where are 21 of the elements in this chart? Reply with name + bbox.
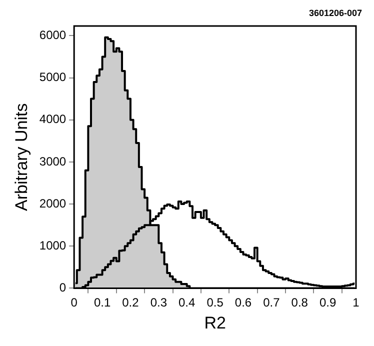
y-tick-label: 3000 [39,154,66,168]
y-tick-label: 2000 [39,196,66,210]
y-tick-label: 5000 [39,70,66,84]
x-tick-label: 1 [352,296,360,310]
x-tick-label: 0 [70,296,78,310]
x-tick-label: 0.2 [122,296,140,310]
y-tick-label: 6000 [39,28,66,42]
x-tick-label: 0.5 [206,296,224,310]
y-axis-title: Arbitrary Units [12,103,31,211]
x-tick-label: 0.8 [291,296,308,310]
x-tick-label: 0.1 [94,296,111,310]
x-tick-label: 0.3 [150,296,168,310]
y-tick-label: 4000 [39,112,66,126]
y-tick-label: 1000 [39,238,66,252]
y-tick-label: 0 [59,280,66,295]
x-tick-label: 0.4 [178,296,196,310]
x-axis-title: R2 [204,313,226,332]
x-tick-label: 0.6 [234,296,252,310]
x-tick-label: 0.9 [319,296,336,310]
text: 3601206-007 [308,8,362,18]
x-tick-label: 0.7 [263,296,280,310]
